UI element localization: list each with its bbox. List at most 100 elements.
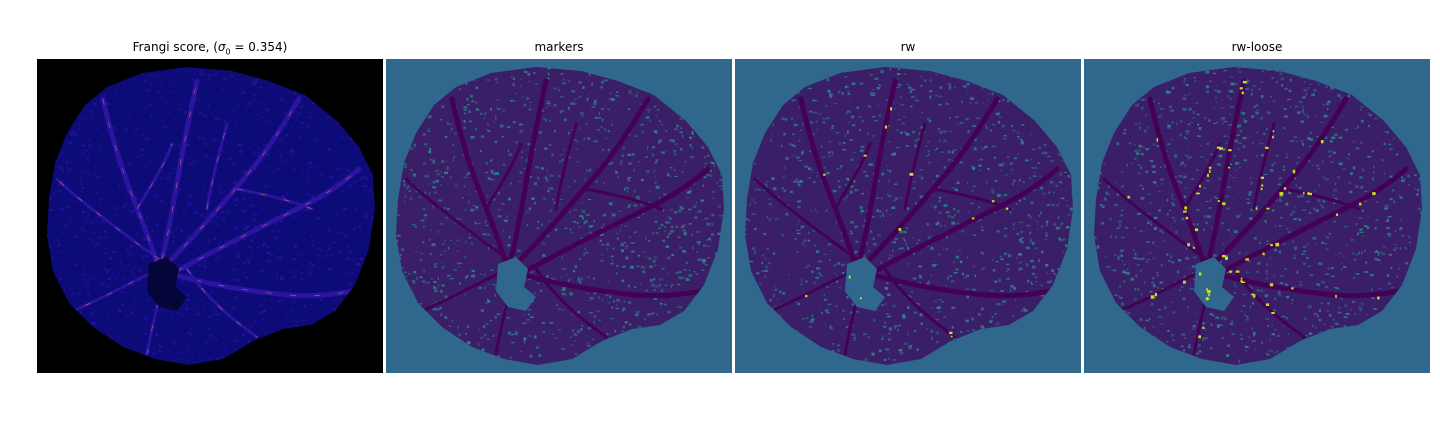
rw-label-speck: [1271, 312, 1275, 314]
rw-label-speck: [1207, 173, 1209, 177]
rw-label-speck: [950, 335, 953, 338]
rw-label-speck: [972, 217, 975, 220]
rw-label-speck: [1251, 293, 1254, 296]
rw-label-speck: [1242, 80, 1247, 84]
vessel-channel: [1211, 96, 1349, 267]
vessel-channel: [903, 122, 927, 211]
rw-label-speck: [1245, 258, 1249, 261]
rw-label-speck: [1194, 228, 1199, 232]
vessel-channel: [424, 269, 506, 311]
rw-label-speck: [1219, 147, 1223, 150]
vessel-channel: [1206, 78, 1247, 262]
rw-label-speck: [909, 172, 914, 176]
rw-label-speck: [1270, 243, 1273, 247]
rw-label-speck: [1208, 166, 1212, 169]
rw-label-speck: [1260, 187, 1263, 191]
vessel-channel: [883, 267, 957, 339]
vessel-channel: [159, 78, 200, 262]
rw-label-speck: [1198, 335, 1201, 339]
rw-label-speck: [1127, 195, 1130, 199]
rw-label-speck: [1187, 243, 1190, 247]
vessel-channel: [773, 269, 855, 311]
rw-label-speck: [890, 107, 892, 111]
rw-label-speck: [805, 294, 808, 298]
rw-label-speck: [1269, 283, 1274, 287]
rw-label-speck: [1291, 287, 1294, 290]
rw-label-speck: [1292, 169, 1296, 174]
optic-disc-region: [496, 257, 536, 311]
rw-label-speck: [1183, 210, 1187, 213]
rw-label-speck: [1320, 140, 1324, 144]
panel-title-rw: rw: [900, 40, 916, 54]
rw-label-speck: [898, 228, 902, 231]
rw-label-speck: [1209, 169, 1211, 173]
vessel-channel: [584, 187, 663, 211]
rw-label-speck: [1302, 192, 1305, 195]
markers-image: [386, 59, 732, 373]
rw-label-speck: [991, 200, 995, 203]
vessel-channel: [1282, 187, 1361, 211]
vessel-channel: [169, 271, 355, 299]
rw-label-speck: [1222, 254, 1226, 258]
vessel-channel: [872, 166, 1060, 274]
rw-label-speck: [1199, 184, 1201, 188]
rw-label-speck: [1335, 294, 1337, 298]
vessel-channel: [174, 166, 362, 274]
rw-label-speck: [949, 331, 953, 335]
optic-disc-region: [147, 257, 187, 311]
vessel-channel: [798, 96, 858, 267]
panel-title-rw-loose: rw-loose: [1231, 40, 1283, 54]
rw-label-speck: [1228, 149, 1232, 152]
frangi-image: [37, 59, 383, 373]
rw-label-speck: [1005, 207, 1009, 210]
rw-label-speck: [1272, 130, 1275, 133]
rw-label-speck: [1275, 242, 1280, 247]
rw-label-speck: [1185, 216, 1189, 220]
rw-label-speck: [1265, 146, 1269, 149]
optic-disc-region: [1194, 257, 1234, 311]
rw-label-speck: [1156, 138, 1159, 142]
vessel-channel: [857, 78, 898, 262]
rw-label-speck: [1241, 281, 1246, 283]
rw-label-speck: [1228, 166, 1231, 169]
rw-label-speck: [1192, 247, 1195, 249]
vessel-channel: [523, 166, 711, 274]
rw-label-speck: [1198, 272, 1202, 276]
rw-label-speck: [884, 125, 888, 129]
vessel-channel: [1182, 142, 1221, 211]
rw-label-speck: [1240, 280, 1243, 283]
rw-label-speck: [1225, 256, 1228, 260]
vessel-channel: [933, 187, 1012, 211]
vessel-channel: [1221, 166, 1409, 274]
rw-label-speck: [1265, 303, 1270, 306]
rw-label-speck: [1283, 187, 1287, 190]
vessel-channel: [1252, 122, 1276, 211]
rw-label-speck: [1222, 202, 1226, 206]
rw-label-speck: [1260, 176, 1264, 179]
rw-label-speck: [860, 297, 862, 300]
vessel-channel: [235, 187, 314, 211]
vessel-channel: [867, 271, 1053, 299]
rw-label-speck: [1253, 294, 1256, 298]
rw-label-speck: [1228, 270, 1232, 273]
vessel-channel: [833, 142, 872, 211]
rw-label-speck: [1235, 270, 1240, 273]
rw-label-speck: [1262, 252, 1265, 256]
rw-label-speck: [1208, 293, 1210, 297]
rw-label-speck: [823, 173, 826, 176]
vessel-channel: [513, 96, 651, 267]
panel-frangi: [37, 59, 383, 373]
vessel-channel: [1102, 177, 1208, 261]
rw-label-speck: [1279, 192, 1284, 196]
rw-label-speck: [1207, 290, 1211, 294]
rw-label-speck: [1255, 207, 1258, 210]
rw-label-speck: [1266, 207, 1270, 210]
rw-label-speck: [1272, 136, 1274, 139]
rw-loose-image: [1084, 59, 1430, 373]
rw-label-speck: [1217, 200, 1220, 202]
rw-label-speck: [863, 154, 867, 157]
rw-label-speck: [1206, 288, 1208, 291]
rw-label-speck: [1261, 184, 1264, 187]
vessel-channel: [484, 142, 523, 211]
